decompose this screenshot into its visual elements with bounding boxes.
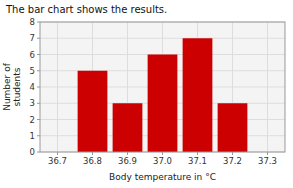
chart: 0 1 2 3 4 5 6 7 8 36.7 36.8 36.9 37.0 37.1 37.2 37.3 Bod… <box>0 0 293 188</box>
x-tick <box>57 152 58 155</box>
x-tick-label: 37.1 <box>188 156 207 166</box>
x-grid-line <box>267 22 268 152</box>
y-tick <box>37 119 40 120</box>
plot-background <box>40 22 285 152</box>
x-tick <box>232 152 233 155</box>
y-tick-label: 7 <box>30 33 35 43</box>
y-tick <box>37 103 40 104</box>
axes: 0 1 2 3 4 5 6 7 8 36.7 36.8 36.9 37.0 37.1 37.2 37.3 <box>30 17 277 166</box>
title: The bar chart shows the results. <box>5 4 167 15</box>
x-tick-label: 37.3 <box>258 156 277 166</box>
y-tick <box>37 135 40 136</box>
bars <box>78 38 248 152</box>
y-tick <box>37 70 40 71</box>
y-tick <box>37 54 40 55</box>
x-axis-label: Body temperature in °C <box>109 172 216 182</box>
x-tick <box>127 152 128 155</box>
y-axis-label: Number ofstudents <box>2 62 22 111</box>
y-tick-label: 0 <box>30 147 35 157</box>
y-tick-label: 3 <box>30 98 35 108</box>
y-tick <box>37 38 40 39</box>
y-tick <box>37 87 40 88</box>
bar <box>148 55 178 153</box>
y-tick <box>37 22 40 23</box>
x-tick <box>92 152 93 155</box>
x-grid-line <box>57 22 58 152</box>
y-tick-label: 1 <box>30 131 35 141</box>
x-tick-label: 36.9 <box>118 156 137 166</box>
x-tick-label: 37.2 <box>223 156 242 166</box>
y-tick-label: 8 <box>30 17 35 27</box>
bar <box>218 103 248 152</box>
plot-frame <box>40 22 285 152</box>
y-tick <box>37 152 40 153</box>
x-tick-label: 36.7 <box>48 156 67 166</box>
y-tick-label: 6 <box>30 50 35 60</box>
y-tick-label: 2 <box>30 115 35 125</box>
x-tick-label: 37.0 <box>153 156 172 166</box>
x-tick <box>162 152 163 155</box>
x-tick-label: 36.8 <box>83 156 102 166</box>
y-tick-label: 4 <box>30 82 35 92</box>
y-axis-label-line: Number of <box>2 62 12 111</box>
bar <box>113 103 143 152</box>
x-tick <box>267 152 268 155</box>
y-axis-label-line: students <box>12 67 22 106</box>
y-tick-label: 5 <box>30 66 35 76</box>
x-tick <box>197 152 198 155</box>
bar <box>78 71 108 152</box>
bar <box>183 38 213 152</box>
grid <box>40 22 285 152</box>
